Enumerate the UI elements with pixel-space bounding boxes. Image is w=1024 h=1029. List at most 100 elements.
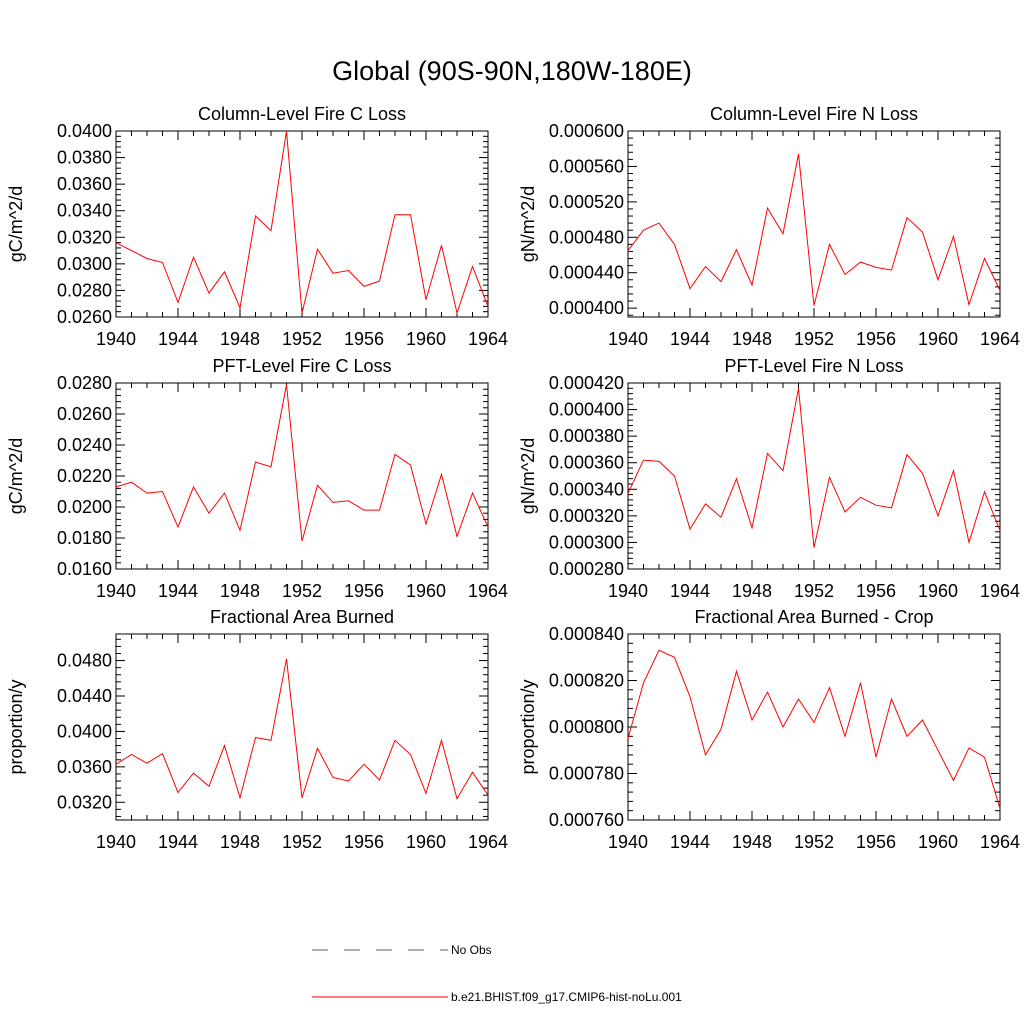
y-tick-label: 0.0320 — [57, 792, 112, 812]
x-tick-label: 1948 — [732, 832, 772, 852]
y-tick-label: 0.0280 — [57, 280, 112, 300]
y-tick-label: 0.0380 — [57, 148, 112, 168]
y-tick-label: 0.0440 — [57, 686, 112, 706]
x-tick-label: 1944 — [670, 832, 710, 852]
legend: No Obs b.e21.BHIST.f09_g17.CMIP6-hist-noL… — [312, 943, 682, 1004]
plot-frame — [115, 633, 489, 821]
x-tick-label: 1948 — [220, 581, 260, 601]
x-tick-label: 1948 — [220, 832, 260, 852]
y-tick-label: 0.000780 — [549, 764, 624, 784]
y-tick-label: 0.000800 — [549, 717, 624, 737]
y-axis-label: proportion/y — [518, 679, 538, 774]
x-tick-label: 1956 — [344, 329, 384, 349]
x-tick-label: 1956 — [856, 581, 896, 601]
y-tick-label: 0.000600 — [549, 121, 624, 141]
x-tick-label: 1948 — [732, 581, 772, 601]
x-tick-label: 1960 — [406, 581, 446, 601]
y-tick-label: 0.0400 — [57, 121, 112, 141]
y-tick-label: 0.0220 — [57, 466, 112, 486]
y-tick-label: 0.0300 — [57, 254, 112, 274]
x-tick-label: 1952 — [282, 832, 322, 852]
panel-title: PFT-Level Fire C Loss — [212, 356, 391, 376]
legend-label-2: b.e21.BHIST.f09_g17.CMIP6-hist-noLu.001 — [451, 990, 682, 1004]
y-axis-label: gN/m^2/d — [518, 186, 538, 262]
panel-title: Column-Level Fire N Loss — [710, 104, 918, 124]
y-tick-label: 0.000420 — [549, 373, 624, 393]
chart-panel-2: Column-Level Fire N Loss gN/m^2/d 1940 1944… — [518, 104, 1020, 349]
y-tick-label: 0.000380 — [549, 426, 624, 446]
y-tick-label: 0.0160 — [57, 559, 112, 579]
plot-frame — [627, 633, 1001, 821]
panel-title: Fractional Area Burned — [210, 607, 394, 627]
y-tick-label: 0.000440 — [549, 263, 624, 283]
x-tick-label: 1952 — [794, 581, 834, 601]
y-tick-label: 0.0260 — [57, 307, 112, 327]
y-tick-label: 0.0400 — [57, 721, 112, 741]
figure-title: Global (90S-90N,180W-180E) — [332, 56, 692, 86]
y-tick-label: 0.000400 — [549, 400, 624, 420]
y-tick-label: 0.000340 — [549, 479, 624, 499]
x-tick-label: 1940 — [608, 832, 648, 852]
x-tick-label: 1956 — [856, 832, 896, 852]
series-line — [627, 153, 1001, 307]
x-tick-label: 1952 — [794, 329, 834, 349]
y-tick-label: 0.000360 — [549, 453, 624, 473]
x-tick-label: 1960 — [406, 329, 446, 349]
y-tick-label: 0.0340 — [57, 201, 112, 221]
x-tick-label: 1960 — [918, 581, 958, 601]
y-tick-label: 0.0180 — [57, 528, 112, 548]
y-axis-label: proportion/y — [6, 679, 26, 774]
x-tick-label: 1948 — [732, 329, 772, 349]
y-tick-label: 0.000820 — [549, 671, 624, 691]
x-tick-label: 1944 — [670, 581, 710, 601]
legend-label-1: No Obs — [451, 943, 492, 957]
x-tick-label: 1948 — [220, 329, 260, 349]
x-tick-label: 1964 — [468, 329, 508, 349]
x-tick-label: 1944 — [158, 329, 198, 349]
panel-title: Fractional Area Burned - Crop — [694, 607, 933, 627]
series-line — [627, 649, 1001, 809]
series-line — [115, 130, 489, 315]
chart-panel-6: Fractional Area Burned - Crop proportion/… — [518, 607, 1020, 852]
panel-title: PFT-Level Fire N Loss — [724, 356, 903, 376]
x-tick-label: 1952 — [794, 832, 834, 852]
y-tick-label: 0.0260 — [57, 404, 112, 424]
y-tick-label: 0.0200 — [57, 497, 112, 517]
panel-title: Column-Level Fire C Loss — [198, 104, 406, 124]
y-tick-label: 0.000840 — [549, 624, 624, 644]
series-line — [115, 384, 489, 542]
y-tick-label: 0.000280 — [549, 559, 624, 579]
x-tick-label: 1940 — [96, 329, 136, 349]
x-tick-label: 1964 — [980, 581, 1020, 601]
series-line — [627, 388, 1001, 548]
x-tick-label: 1960 — [918, 329, 958, 349]
y-tick-label: 0.0240 — [57, 435, 112, 455]
y-tick-label: 0.000520 — [549, 192, 624, 212]
x-tick-label: 1960 — [918, 832, 958, 852]
x-tick-label: 1956 — [856, 329, 896, 349]
x-tick-label: 1940 — [608, 581, 648, 601]
y-tick-label: 0.000480 — [549, 227, 624, 247]
chart-panel-4: PFT-Level Fire N Loss gN/m^2/d 1940 1944 194… — [518, 356, 1020, 601]
y-tick-label: 0.000760 — [549, 810, 624, 830]
chart-panel-5: Fractional Area Burned proportion/y 1940 19… — [6, 607, 508, 852]
y-tick-label: 0.000320 — [549, 506, 624, 526]
x-tick-label: 1940 — [96, 832, 136, 852]
x-tick-label: 1956 — [344, 581, 384, 601]
x-tick-label: 1964 — [980, 329, 1020, 349]
y-tick-label: 0.0280 — [57, 373, 112, 393]
y-axis-label: gC/m^2/d — [6, 186, 26, 262]
y-axis-label: gC/m^2/d — [6, 438, 26, 514]
plot-frame — [627, 382, 1001, 570]
x-tick-label: 1944 — [670, 329, 710, 349]
chart-panel-1: Column-Level Fire C Loss gC/m^2/d 1940 1944… — [6, 104, 508, 349]
y-tick-label: 0.000400 — [549, 298, 624, 318]
y-tick-label: 0.0360 — [57, 174, 112, 194]
x-tick-label: 1944 — [158, 832, 198, 852]
x-tick-label: 1964 — [468, 832, 508, 852]
x-tick-label: 1940 — [96, 581, 136, 601]
x-tick-label: 1964 — [980, 832, 1020, 852]
x-tick-label: 1956 — [344, 832, 384, 852]
x-tick-label: 1940 — [608, 329, 648, 349]
